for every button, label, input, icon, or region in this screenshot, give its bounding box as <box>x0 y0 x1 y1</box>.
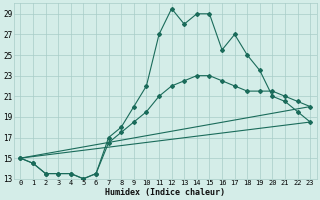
X-axis label: Humidex (Indice chaleur): Humidex (Indice chaleur) <box>105 188 225 197</box>
